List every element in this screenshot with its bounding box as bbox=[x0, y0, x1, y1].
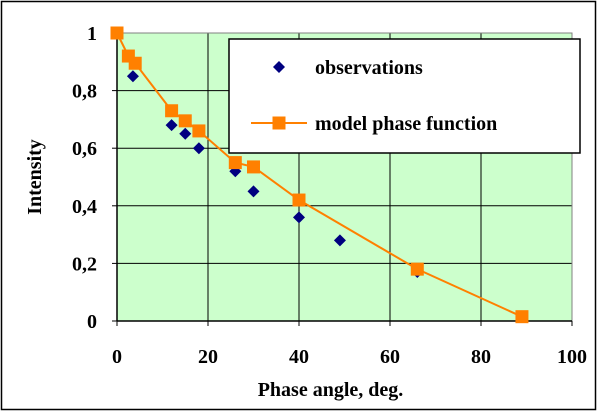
model-point bbox=[165, 104, 179, 118]
y-tick-label: 0,4 bbox=[72, 196, 97, 218]
y-axis-title: Intensity bbox=[24, 139, 46, 215]
series-layer bbox=[110, 26, 529, 324]
observation-point bbox=[165, 119, 178, 132]
observation-point bbox=[293, 211, 305, 224]
observation-point bbox=[273, 61, 285, 73]
y-tick-label: 0 bbox=[87, 311, 97, 333]
model-point bbox=[272, 116, 286, 130]
x-tick-label: 100 bbox=[557, 346, 587, 368]
x-tick-label: 60 bbox=[380, 346, 400, 368]
observation-point bbox=[192, 142, 205, 155]
x-axis-title: Phase angle, deg. bbox=[258, 379, 404, 401]
legend-box bbox=[228, 38, 581, 154]
y-tick-label: 1 bbox=[87, 23, 97, 45]
model-point bbox=[228, 156, 242, 170]
model-point bbox=[110, 26, 124, 40]
observation-point bbox=[333, 234, 346, 247]
legend-label: observations bbox=[315, 57, 423, 79]
model-point bbox=[515, 310, 529, 324]
x-tick-label: 80 bbox=[471, 346, 491, 368]
x-tick-label: 0 bbox=[112, 346, 122, 368]
legend: observations model phase function bbox=[228, 38, 581, 154]
model-point bbox=[192, 124, 206, 138]
x-tick-label: 20 bbox=[198, 346, 218, 368]
x-tick-label: 40 bbox=[289, 346, 309, 368]
observation-point bbox=[179, 127, 192, 140]
y-tick-label: 0,2 bbox=[72, 253, 97, 275]
y-tick-label: 0,8 bbox=[72, 81, 97, 103]
model-point bbox=[128, 56, 142, 70]
model-point bbox=[247, 160, 260, 174]
model-point bbox=[178, 114, 192, 128]
observation-point bbox=[247, 185, 260, 198]
model-point bbox=[292, 193, 306, 207]
model-point bbox=[410, 262, 424, 276]
observation-point bbox=[126, 70, 139, 83]
axes: 0 20 40 60 80 100 0 0,2 0,4 0,6 0,8 1 bbox=[72, 23, 587, 368]
legend-label: model phase function bbox=[315, 113, 497, 135]
y-tick-label: 0,6 bbox=[72, 138, 97, 160]
